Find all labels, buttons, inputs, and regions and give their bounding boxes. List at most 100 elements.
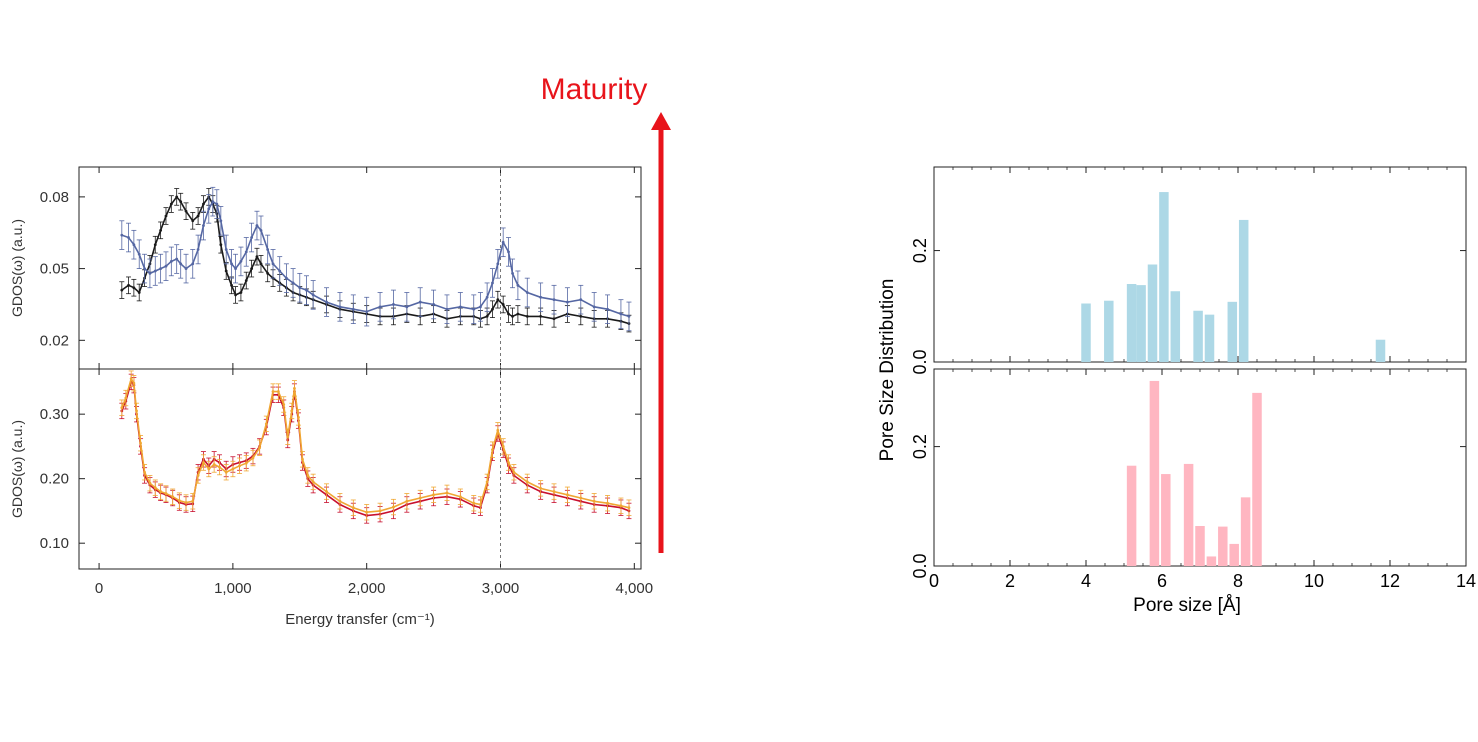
data-point bbox=[244, 279, 248, 282]
data-point bbox=[184, 501, 188, 504]
data-point bbox=[525, 480, 529, 484]
data-point bbox=[191, 219, 195, 223]
bar bbox=[1240, 497, 1251, 566]
data-point bbox=[230, 262, 233, 266]
bar bbox=[1126, 284, 1137, 362]
bar bbox=[1227, 301, 1238, 362]
data-point bbox=[191, 262, 195, 266]
data-point bbox=[479, 305, 482, 309]
data-point bbox=[143, 267, 146, 270]
data-point bbox=[378, 305, 382, 309]
data-point bbox=[171, 495, 175, 499]
data-point bbox=[137, 291, 141, 294]
data-point bbox=[445, 307, 449, 311]
data-point bbox=[405, 499, 409, 503]
y-tick-label: 0.10 bbox=[40, 535, 69, 552]
bar bbox=[1206, 556, 1217, 566]
data-point bbox=[202, 224, 205, 227]
data-point bbox=[516, 283, 520, 287]
x-tick-label: 0 bbox=[929, 571, 939, 591]
maturity-label: Maturity bbox=[541, 73, 648, 106]
data-point bbox=[120, 233, 124, 237]
bar bbox=[1147, 264, 1158, 362]
gdos-top-chart: 0.02 0.05 0.08 GDOS(ω) (a.u.) bbox=[9, 166, 642, 370]
data-point bbox=[196, 214, 200, 218]
data-point bbox=[196, 248, 200, 251]
data-point bbox=[234, 293, 237, 297]
y-tick-label: 0.2 bbox=[910, 434, 930, 459]
data-point bbox=[306, 474, 310, 477]
data-point bbox=[445, 491, 449, 495]
data-point bbox=[259, 262, 263, 266]
data-point bbox=[202, 202, 205, 206]
data-point bbox=[271, 390, 275, 393]
data-point bbox=[606, 501, 609, 505]
data-point bbox=[266, 271, 270, 275]
data-point bbox=[501, 445, 505, 448]
data-point bbox=[472, 307, 476, 311]
data-point bbox=[351, 506, 355, 510]
series-1 bbox=[119, 186, 632, 332]
bar bbox=[1375, 339, 1386, 362]
bar bbox=[1183, 463, 1194, 566]
data-point bbox=[485, 315, 489, 318]
data-point bbox=[627, 315, 631, 318]
data-point bbox=[175, 195, 179, 199]
data-point bbox=[153, 243, 157, 247]
bar bbox=[1204, 314, 1215, 362]
data-point bbox=[132, 381, 136, 385]
data-point bbox=[234, 267, 237, 270]
data-point bbox=[266, 248, 270, 251]
data-point bbox=[148, 481, 152, 485]
data-point bbox=[496, 262, 500, 266]
data-point bbox=[418, 300, 422, 304]
data-point bbox=[491, 307, 494, 311]
y-tick-label: 0.0 bbox=[910, 349, 930, 374]
data-point bbox=[132, 286, 136, 290]
data-point bbox=[219, 219, 223, 223]
bar bbox=[1161, 474, 1171, 566]
y-tick-label: 0.20 bbox=[40, 471, 69, 488]
data-point bbox=[378, 509, 382, 513]
data-point bbox=[627, 506, 631, 510]
data-point bbox=[177, 499, 181, 503]
data-point bbox=[127, 236, 130, 239]
data-point bbox=[143, 470, 146, 474]
bar bbox=[1104, 300, 1114, 362]
data-point bbox=[619, 312, 623, 316]
y-tick-label: 0.08 bbox=[40, 189, 69, 206]
plot-frame bbox=[78, 368, 642, 570]
data-point bbox=[207, 467, 211, 471]
data-point bbox=[351, 307, 355, 311]
data-point bbox=[552, 490, 556, 493]
data-point bbox=[153, 486, 157, 490]
data-point bbox=[311, 293, 315, 297]
data-point bbox=[365, 510, 369, 514]
bar bbox=[1136, 285, 1146, 362]
data-point bbox=[311, 480, 315, 484]
bar bbox=[1195, 526, 1205, 566]
data-point bbox=[282, 403, 286, 406]
series-0 bbox=[119, 188, 632, 333]
pore-ylabel: Pore Size Distribution bbox=[877, 279, 898, 462]
data-point bbox=[231, 467, 235, 471]
data-point bbox=[271, 262, 275, 266]
pore-bottom-chart: 0.0 0.2 0 2 4 6 8 10 12 14 Pore size [Å] bbox=[910, 368, 1476, 616]
x-tick-label: 6 bbox=[1157, 571, 1167, 591]
data-point bbox=[129, 377, 133, 381]
data-point bbox=[579, 315, 583, 318]
bar bbox=[1159, 192, 1169, 362]
data-point bbox=[338, 499, 342, 503]
data-point bbox=[496, 428, 500, 432]
data-point bbox=[244, 461, 248, 465]
y-tick-label: 0.30 bbox=[40, 406, 69, 423]
data-point bbox=[159, 228, 163, 232]
data-point bbox=[179, 200, 183, 204]
y-tick-label: 0.02 bbox=[40, 332, 69, 349]
data-point bbox=[224, 470, 228, 474]
data-point bbox=[566, 493, 569, 497]
data-point bbox=[485, 480, 489, 484]
data-point bbox=[135, 409, 138, 413]
data-point bbox=[239, 291, 243, 294]
y-tick-label: 0.05 bbox=[40, 261, 69, 278]
